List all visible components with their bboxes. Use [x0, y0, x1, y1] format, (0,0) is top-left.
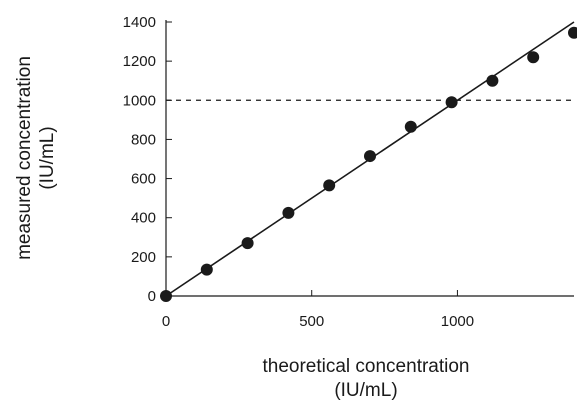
data-point	[527, 51, 540, 64]
x-tick-label: 1000	[441, 313, 474, 330]
data-point	[241, 237, 254, 250]
data-points	[160, 26, 577, 302]
data-point	[282, 206, 295, 219]
x-tick-label: 500	[299, 313, 324, 330]
data-point	[364, 150, 376, 163]
y-tick-label: 1400	[123, 14, 156, 31]
data-point	[200, 263, 213, 276]
data-point	[323, 179, 336, 192]
y-tick-label: 1000	[123, 92, 156, 109]
y-tick-label: 400	[131, 210, 156, 227]
data-point	[160, 290, 172, 302]
y-axis-title-line1: measured concentration	[14, 56, 35, 260]
data-point	[445, 96, 458, 109]
y-tick-label: 200	[131, 249, 156, 266]
y-axis-title-line2: (IU/mL)	[37, 126, 58, 189]
data-point	[568, 26, 577, 39]
x-axis-title-line1: theoretical concentration	[262, 356, 469, 377]
y-tick-label: 800	[131, 131, 156, 148]
y-tick-label: 0	[148, 288, 156, 305]
data-point	[404, 120, 417, 133]
x-tick-label: 0	[162, 313, 170, 330]
tick-labels: 0 200 400 600 800 1000 1200 1400 0 500 1000	[123, 14, 474, 330]
y-tick-label: 600	[131, 171, 156, 188]
x-axis-title-line2: (IU/mL)	[334, 380, 397, 400]
y-tick-label: 1200	[123, 53, 156, 70]
data-point	[486, 74, 499, 87]
